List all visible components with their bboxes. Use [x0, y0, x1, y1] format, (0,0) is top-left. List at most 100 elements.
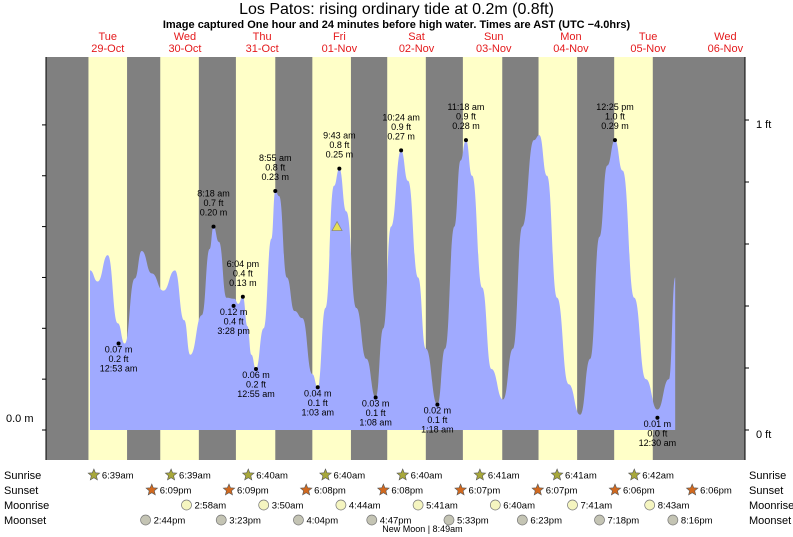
tide-point	[337, 166, 342, 171]
astro-time: 6:40am	[411, 471, 443, 482]
tide-label: 0.1 ft	[308, 398, 329, 408]
tide-point	[655, 415, 660, 420]
astro-time: 2:44pm	[154, 516, 186, 527]
day-name: Sun	[484, 31, 504, 43]
tide-label: 0.06 m	[242, 370, 270, 380]
tide-point	[463, 138, 468, 143]
row-label-left: Sunset	[4, 485, 38, 497]
sun-star-icon	[627, 468, 641, 481]
day-name: Wed	[174, 31, 196, 43]
tide-point	[315, 385, 320, 390]
tide-label: 0.7 ft	[204, 198, 225, 208]
tide-label: 0.12 m	[220, 307, 248, 317]
astro-time: 6:40am	[503, 501, 535, 512]
right-tick-label: 0 ft	[756, 429, 771, 441]
moon-circle-icon	[412, 499, 424, 511]
day-name: Wed	[714, 31, 736, 43]
tide-label: 8:18 am	[197, 189, 230, 199]
sun-star-icon	[473, 468, 487, 481]
tide-point	[273, 189, 278, 194]
astro-time: 4:47pm	[380, 516, 412, 527]
tide-label: 0.2 ft	[246, 379, 267, 389]
astro-time: 6:08pm	[391, 486, 423, 497]
moon-circle-icon	[567, 499, 578, 511]
day-date: 05-Nov	[630, 43, 666, 55]
row-label-left: Sunrise	[4, 470, 41, 482]
tide-point	[435, 402, 440, 407]
axes: 0.0 m 0 ft 1 ft	[6, 57, 771, 460]
day-name: Fri	[333, 31, 346, 43]
tide-label: 0.4 ft	[224, 316, 245, 326]
tide-label: 0.8 ft	[265, 163, 286, 173]
tide-point	[116, 341, 121, 346]
sun-star-icon	[608, 483, 622, 496]
moon-circle-icon	[644, 499, 656, 511]
astro-time: 6:39am	[102, 471, 134, 482]
tide-label: 0.0 ft	[647, 428, 668, 438]
sun-star-icon	[145, 483, 159, 496]
moon-circle-icon	[366, 514, 378, 526]
tide-label: 12:25 pm	[596, 102, 634, 112]
sun-star-icon	[531, 483, 545, 496]
astro-time: 6:06pm	[700, 486, 732, 497]
moon-circle-icon	[140, 514, 151, 526]
moon-circle-icon	[335, 499, 347, 511]
sun-star-icon	[319, 468, 332, 481]
tide-label: 0.1 ft	[366, 408, 387, 418]
tide-label: 0.25 m	[326, 150, 354, 160]
row-label-left: Moonset	[4, 515, 46, 527]
tide-point	[373, 395, 378, 400]
row-label-left: Moonrise	[4, 500, 49, 512]
tide-label: 0.04 m	[304, 388, 332, 398]
tide-label: 0.02 m	[424, 406, 452, 416]
sun-star-icon	[299, 483, 313, 496]
astro-time: 6:07pm	[469, 486, 501, 497]
moon-circle-icon	[594, 514, 605, 526]
astro-time: 6:41am	[488, 471, 520, 482]
tide-label: 0.1 ft	[427, 415, 448, 425]
sun-star-icon	[376, 483, 390, 496]
tide-label: 0.01 m	[644, 419, 672, 429]
day-date: 02-Nov	[399, 43, 435, 55]
tide-label: 0.23 m	[262, 172, 290, 182]
moon-circle-icon	[443, 514, 455, 526]
chart-subtitle: Image captured One hour and 24 minutes b…	[162, 19, 631, 31]
tide-label: 12:30 am	[639, 438, 677, 448]
tide-label: 0.4 ft	[233, 268, 254, 278]
astro-time: 7:18pm	[608, 516, 640, 527]
moon-circle-icon	[667, 514, 679, 526]
day-date: 04-Nov	[553, 43, 589, 55]
sun-star-icon	[396, 468, 410, 481]
sun-star-icon	[241, 468, 255, 481]
moon-circle-icon	[215, 514, 227, 526]
sun-star-icon	[550, 468, 564, 481]
tide-label: 12:55 am	[237, 389, 275, 399]
astro-time: 6:07pm	[546, 486, 578, 497]
tide-label: 0.03 m	[362, 398, 390, 408]
day-name: Thu	[253, 31, 272, 43]
tide-label: 0.8 ft	[329, 140, 350, 150]
row-label-right: Sunrise	[749, 470, 786, 482]
day-labels: Tue29-OctWed30-OctThu31-OctFri01-NovSat0…	[91, 31, 743, 55]
tide-point	[253, 366, 258, 371]
astro-time: 6:23pm	[530, 516, 562, 527]
day-date: 30-Oct	[168, 43, 201, 55]
tide-label: 1:08 am	[359, 417, 392, 427]
left-tick-label: 0.0 m	[6, 413, 34, 425]
astro-time: 8:43am	[658, 501, 690, 512]
row-label-right: Sunset	[749, 485, 783, 497]
tide-label: 0.9 ft	[391, 122, 412, 132]
astro-time: 6:06pm	[623, 486, 655, 497]
tide-label: 3:28 pm	[217, 326, 250, 336]
astro-time: 6:09pm	[237, 486, 269, 497]
day-date: 01-Nov	[322, 43, 358, 55]
day-name: Tue	[639, 31, 658, 43]
right-tick-label: 1 ft	[756, 119, 771, 131]
moon-circle-icon	[258, 499, 270, 511]
astro-time: 6:41am	[565, 471, 597, 482]
tide-label: 0.27 m	[387, 131, 415, 141]
astro-time: 6:40am	[256, 471, 288, 482]
tide-label: 0.29 m	[601, 121, 629, 131]
